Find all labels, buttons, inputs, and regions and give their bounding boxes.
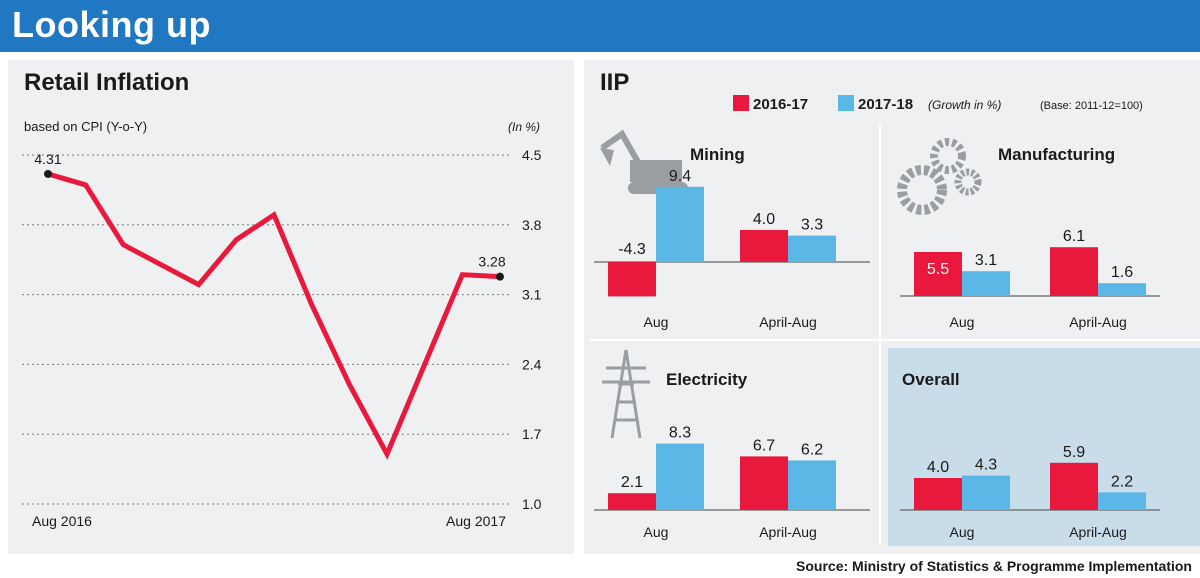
iip-bar-value-label: -4.3 [618,241,646,258]
legend-swatch-2016-17 [733,95,749,111]
iip-bar-2016-17 [740,456,788,510]
iip-bar-2017-18 [1098,283,1146,296]
y-tick-label: 2.4 [522,356,542,372]
iip-bar-value-label: 2.1 [621,474,643,491]
gear-large [897,165,947,215]
power-tower-icon [602,349,650,439]
iip-category-label: Aug [950,524,975,540]
legend-base-note: (Base: 2011-12=100) [1040,100,1143,112]
iip-bar-2017-18 [1098,492,1146,510]
tower-frame [602,349,650,439]
excavator-body [630,160,682,182]
iip-category-label: Aug [644,524,669,540]
iip-bar-value-label: 4.0 [753,211,775,228]
gears-icon [897,138,982,215]
iip-bar-value-label: 6.1 [1063,228,1085,245]
iip-bar-value-label: 2.2 [1111,473,1133,490]
gear-small [954,168,982,196]
retail-inflation-panel [8,60,574,554]
legend-label-2016-17: 2016-17 [753,96,808,113]
iip-bar-value-label: 1.6 [1111,264,1133,281]
line-chart-title: Retail Inflation [24,69,189,96]
iip-category-label: April-Aug [1069,524,1127,540]
iip-bar-2016-17 [914,478,962,510]
y-tick-label: 3.1 [522,287,542,303]
iip-bar-value-label: 4.3 [975,457,997,474]
iip-panel-title: Electricity [666,370,748,389]
iip-category-label: April-Aug [1069,314,1127,330]
iip-panel-title: Manufacturing [998,145,1115,164]
y-tick-label: 1.7 [522,426,542,442]
iip-category-label: Aug [644,314,669,330]
iip-panel-title: Overall [902,370,960,389]
iip-category-label: Aug [950,314,975,330]
iip-bar-2017-18 [788,460,836,510]
iip-bar-2017-18 [656,186,704,262]
iip-bar-2016-17 [608,262,656,297]
cpi-series-line [45,171,503,460]
x-tick-label: Aug 2016 [32,513,92,529]
y-tick-label: 3.8 [522,217,542,233]
iip-bar-2017-18 [656,443,704,510]
iip-bar-2016-17 [914,252,962,296]
excavator-arm [600,129,641,164]
line-chart-unit: (In %) [508,120,540,134]
annotated-point-marker [496,272,504,281]
legend-growth-note: (Growth in %) [928,98,1001,112]
iip-bar-2017-18 [788,235,836,262]
iip-bar-2016-17 [608,493,656,510]
iip-bar-value-label: 4.0 [927,459,949,476]
iip-category-label: April-Aug [759,524,817,540]
iip-bar-value-label: 9.4 [669,168,691,185]
legend-swatch-2017-18 [838,95,854,111]
iip-bar-value-label: 6.2 [801,441,823,458]
source-note: Source: Ministry of Statistics & Program… [796,558,1192,574]
iip-bar-2017-18 [962,475,1010,510]
iip-bar-value-label: 6.7 [753,437,775,454]
header-banner: Looking up [0,0,1200,52]
iip-bar-value-label: 8.3 [669,425,691,442]
data-label: 3.28 [478,254,505,270]
iip-bar-value-label: 3.3 [801,217,823,234]
legend-label-2017-18: 2017-18 [858,96,913,113]
excavator-bucket [600,148,614,166]
iip-bar-2016-17 [1050,247,1098,296]
iip-bar-2017-18 [962,271,1010,296]
y-tick-label: 4.5 [522,147,542,163]
x-tick-label: Aug 2017 [446,513,506,529]
bar-chart-title: IIP [600,69,629,96]
iip-panel-title: Mining [690,145,745,164]
data-label: 4.31 [34,151,61,167]
annotated-point-marker [44,169,52,178]
iip-bar-value-label: 3.1 [975,252,997,269]
iip-category-label: April-Aug [759,314,817,330]
iip-bar-2016-17 [1050,462,1098,510]
iip-bar-value-label: 5.5 [927,261,949,278]
line-chart-subtitle: based on CPI (Y-o-Y) [24,119,147,134]
gear-medium [930,138,966,174]
iip-bar-value-label: 5.9 [1063,444,1085,461]
y-tick-label: 1.0 [522,496,542,512]
overall-panel-background [888,348,1200,546]
iip-bar-2016-17 [740,230,788,262]
mining-excavator-icon [600,129,688,194]
page-title: Looking up [12,4,211,45]
